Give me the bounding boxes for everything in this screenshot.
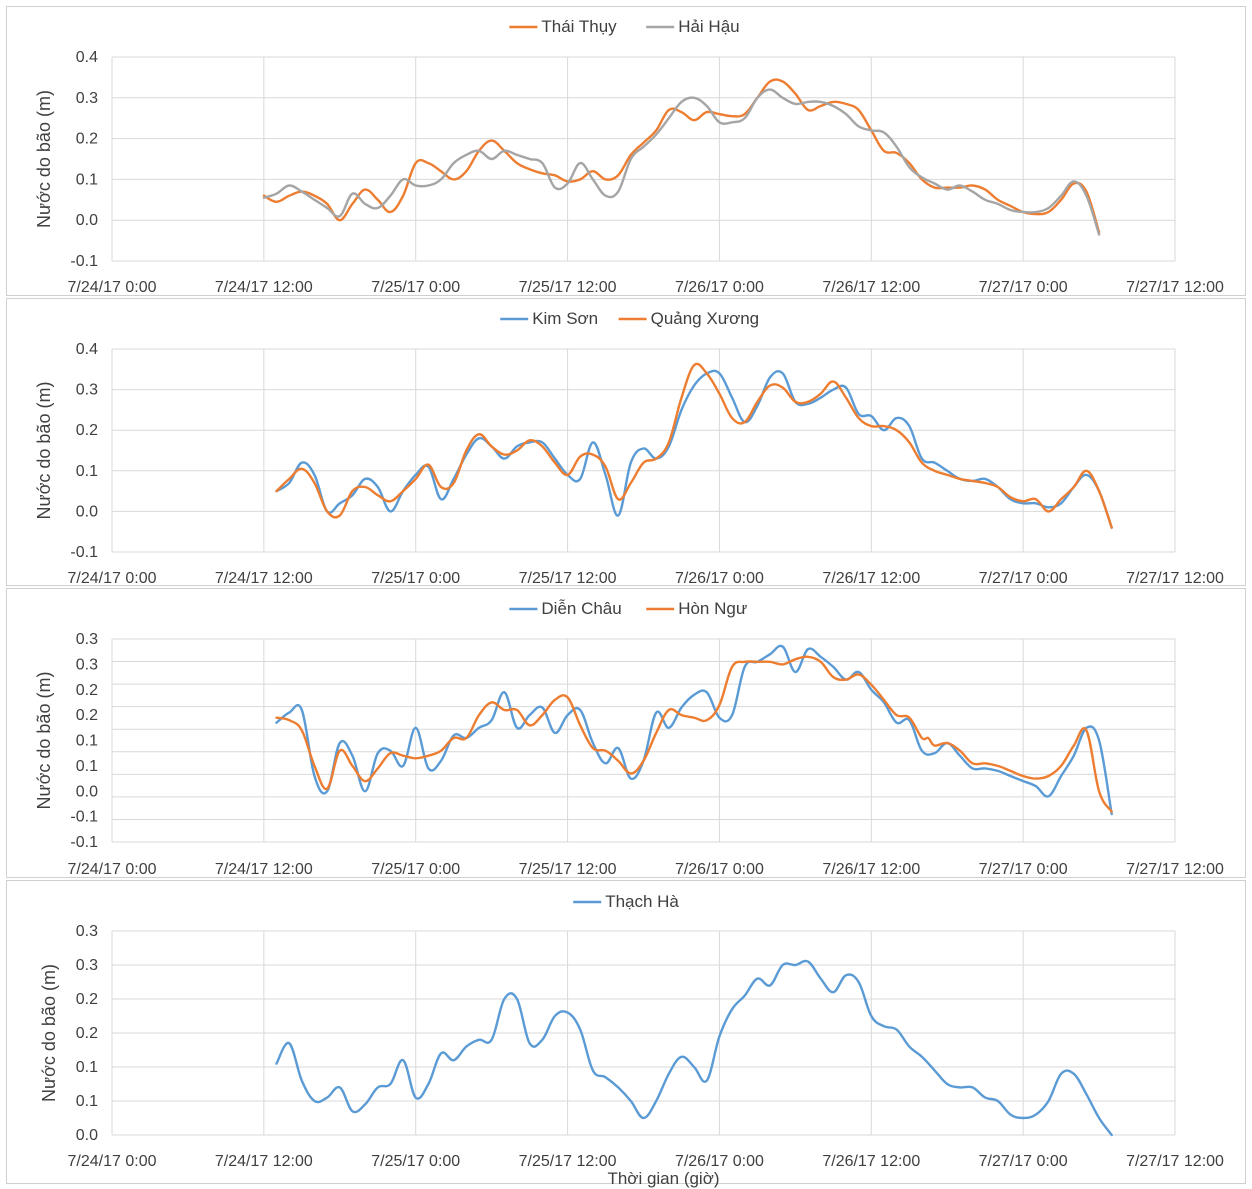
y-tick-label: 0.0 (76, 503, 98, 520)
y-tick-label: 0.1 (76, 733, 98, 750)
y-tick-label: 0.3 (76, 923, 98, 940)
x-tick-label: 7/24/17 12:00 (215, 861, 313, 878)
x-tick-label: 7/26/17 12:00 (822, 570, 920, 587)
chart-panel-3: 0.3 0.3 0.2 0.2 0.1 0.1 0.0 -0.1 -0.1 7/24/17 0:0… (6, 588, 1246, 878)
chart-panel-4: 0.3 0.3 0.2 0.2 0.1 0.1 0.0 7/24/17 0:00 7/24/17… (6, 880, 1246, 1188)
x-axis-title: Thời gian (giờ) (607, 1169, 719, 1188)
x-tick-label: 7/27/17 0:00 (979, 861, 1068, 878)
legend-label: Hải Hậu (678, 17, 739, 36)
y-tick-label: 0.0 (76, 1127, 98, 1144)
chart-panel-1: 0.4 0.3 0.2 0.1 0.0 -0.1 7/24/17 0:00 7/24/17 1… (6, 6, 1246, 296)
y-tick-label: 0.2 (76, 707, 98, 724)
x-tick-label: 7/26/17 0:00 (675, 279, 764, 296)
chart-svg-3: 0.3 0.3 0.2 0.2 0.1 0.1 0.0 -0.1 -0.1 7/24/17 0:0… (34, 599, 1224, 878)
x-tick-label: 7/27/17 12:00 (1126, 279, 1224, 296)
series-line-2 (275, 362, 1113, 529)
y-tick-label: 0.2 (76, 1025, 98, 1042)
y-tick-label: 0.1 (76, 1059, 98, 1076)
x-tick-label: 7/27/17 12:00 (1126, 570, 1224, 587)
x-tick-label: 7/24/17 0:00 (68, 1153, 157, 1170)
y-tick-label: -0.1 (70, 834, 98, 851)
series-line-1 (275, 369, 1113, 529)
x-tick-label: 7/27/17 12:00 (1126, 1153, 1224, 1170)
y-tick-label: 0.2 (76, 131, 98, 148)
series-line-2 (262, 88, 1101, 236)
x-tick-label: 7/26/17 0:00 (675, 861, 764, 878)
chart-svg-4: 0.3 0.3 0.2 0.2 0.1 0.1 0.0 7/24/17 0:00 7/24/17… (39, 892, 1224, 1188)
x-tick-label: 7/24/17 0:00 (68, 861, 157, 878)
y-tick-label: 0.1 (76, 463, 98, 480)
legend-label: Quảng Xương (651, 309, 760, 328)
x-tick-label: 7/26/17 12:00 (822, 279, 920, 296)
x-tick-label: 7/25/17 0:00 (371, 1153, 460, 1170)
legend-label: Hòn Ngư (678, 599, 747, 618)
y-tick-label: 0.3 (76, 90, 98, 107)
y-axis-label: Nước do bão (m) (34, 382, 54, 520)
y-tick-label: 0.2 (76, 422, 98, 439)
y-tick-label: -0.1 (70, 809, 98, 826)
y-tick-label: 0.1 (76, 171, 98, 188)
y-tick-label: -0.1 (70, 544, 98, 561)
legend-label: Diễn Châu (541, 599, 621, 618)
legend-label: Thạch Hà (605, 892, 679, 911)
x-tick-label: 7/27/17 12:00 (1126, 861, 1224, 878)
x-tick-label: 7/24/17 0:00 (68, 279, 157, 296)
series-line-2 (275, 655, 1113, 813)
x-tick-label: 7/26/17 12:00 (822, 1153, 920, 1170)
y-tick-label: 0.3 (76, 656, 98, 673)
x-tick-label: 7/24/17 12:00 (215, 279, 313, 296)
x-tick-label: 7/25/17 0:00 (371, 279, 460, 296)
chart-svg-2: 0.4 0.3 0.2 0.1 0.0 -0.1 7/24/17 0:00 7/24/17 1… (34, 309, 1224, 587)
series-line-1 (275, 644, 1113, 816)
x-tick-label: 7/25/17 12:00 (519, 570, 617, 587)
y-tick-label: 0.3 (76, 957, 98, 974)
x-tick-label: 7/27/17 0:00 (979, 1153, 1068, 1170)
y-tick-label: 0.0 (76, 212, 98, 229)
y-tick-label: 0.0 (76, 783, 98, 800)
y-tick-label: 0.3 (76, 631, 98, 648)
y-tick-label: 0.4 (76, 49, 98, 66)
x-tick-label: 7/27/17 0:00 (979, 279, 1068, 296)
x-tick-label: 7/25/17 12:00 (519, 279, 617, 296)
legend-label: Kim Sơn (532, 309, 598, 328)
x-tick-label: 7/25/17 0:00 (371, 570, 460, 587)
chart-svg-1: 0.4 0.3 0.2 0.1 0.0 -0.1 7/24/17 0:00 7/24/17 1… (34, 17, 1224, 296)
x-tick-label: 7/24/17 12:00 (215, 570, 313, 587)
x-tick-label: 7/26/17 12:00 (822, 861, 920, 878)
y-tick-label: 0.4 (76, 341, 98, 358)
x-tick-label: 7/24/17 0:00 (68, 570, 157, 587)
y-axis-label: Nước do bão (m) (34, 672, 54, 810)
x-tick-label: 7/26/17 0:00 (675, 1153, 764, 1170)
x-tick-label: 7/25/17 12:00 (519, 1153, 617, 1170)
y-tick-label: 0.1 (76, 1093, 98, 1110)
y-tick-label: 0.2 (76, 682, 98, 699)
legend-label: Thái Thụy (541, 17, 617, 36)
y-tick-label: -0.1 (70, 253, 98, 270)
x-tick-label: 7/27/17 0:00 (979, 570, 1068, 587)
y-tick-label: 0.3 (76, 382, 98, 399)
x-tick-label: 7/25/17 0:00 (371, 861, 460, 878)
y-tick-label: 0.1 (76, 758, 98, 775)
y-tick-label: 0.2 (76, 991, 98, 1008)
chart-panel-2: 0.4 0.3 0.2 0.1 0.0 -0.1 7/24/17 0:00 7/24/17 1… (6, 298, 1246, 587)
series-line-1 (262, 78, 1101, 234)
x-tick-label: 7/24/17 12:00 (215, 1153, 313, 1170)
series-line-1 (275, 959, 1113, 1137)
x-tick-label: 7/26/17 0:00 (675, 570, 764, 587)
x-tick-label: 7/25/17 12:00 (519, 861, 617, 878)
y-axis-label: Nước do bão (m) (39, 964, 59, 1102)
y-axis-label: Nước do bão (m) (34, 90, 54, 228)
